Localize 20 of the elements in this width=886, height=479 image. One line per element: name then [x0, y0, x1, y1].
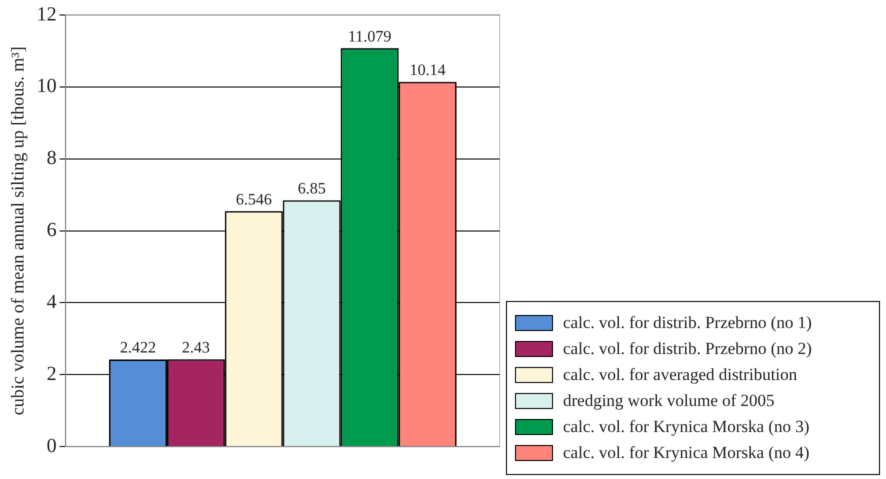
legend-label: calc. vol. for distrib. Przebrno (no 2)	[563, 339, 812, 359]
legend-label: calc. vol. for Krynica Morska (no 4)	[563, 443, 810, 463]
data-label: 10.14	[410, 62, 446, 80]
y-tick-label: 8	[46, 147, 57, 170]
y-tick-label: 4	[46, 290, 57, 313]
y-tick-label: 2	[46, 362, 57, 385]
legend-label: calc. vol. for Krynica Morska (no 3)	[563, 417, 810, 437]
y-tick-label: 0	[46, 434, 57, 457]
legend-label: dredging work volume of 2005	[563, 391, 775, 411]
legend-label: calc. vol. for averaged distribution	[563, 365, 798, 385]
data-label: 6.546	[236, 191, 272, 208]
y-tick-label: 12	[36, 3, 57, 26]
legend-label: calc. vol. for distrib. Przebrno (no 1)	[563, 313, 812, 333]
data-label: 2.422	[120, 340, 156, 357]
y-tick-label: 6	[46, 219, 57, 242]
data-label: 2.43	[182, 339, 210, 356]
y-tick-label: 10	[36, 75, 57, 98]
data-label: 11.079	[348, 28, 392, 46]
y-axis-title: cubic volume of mean annual silting up [thous. m³]	[8, 46, 28, 416]
data-label: 6.85	[298, 180, 326, 198]
